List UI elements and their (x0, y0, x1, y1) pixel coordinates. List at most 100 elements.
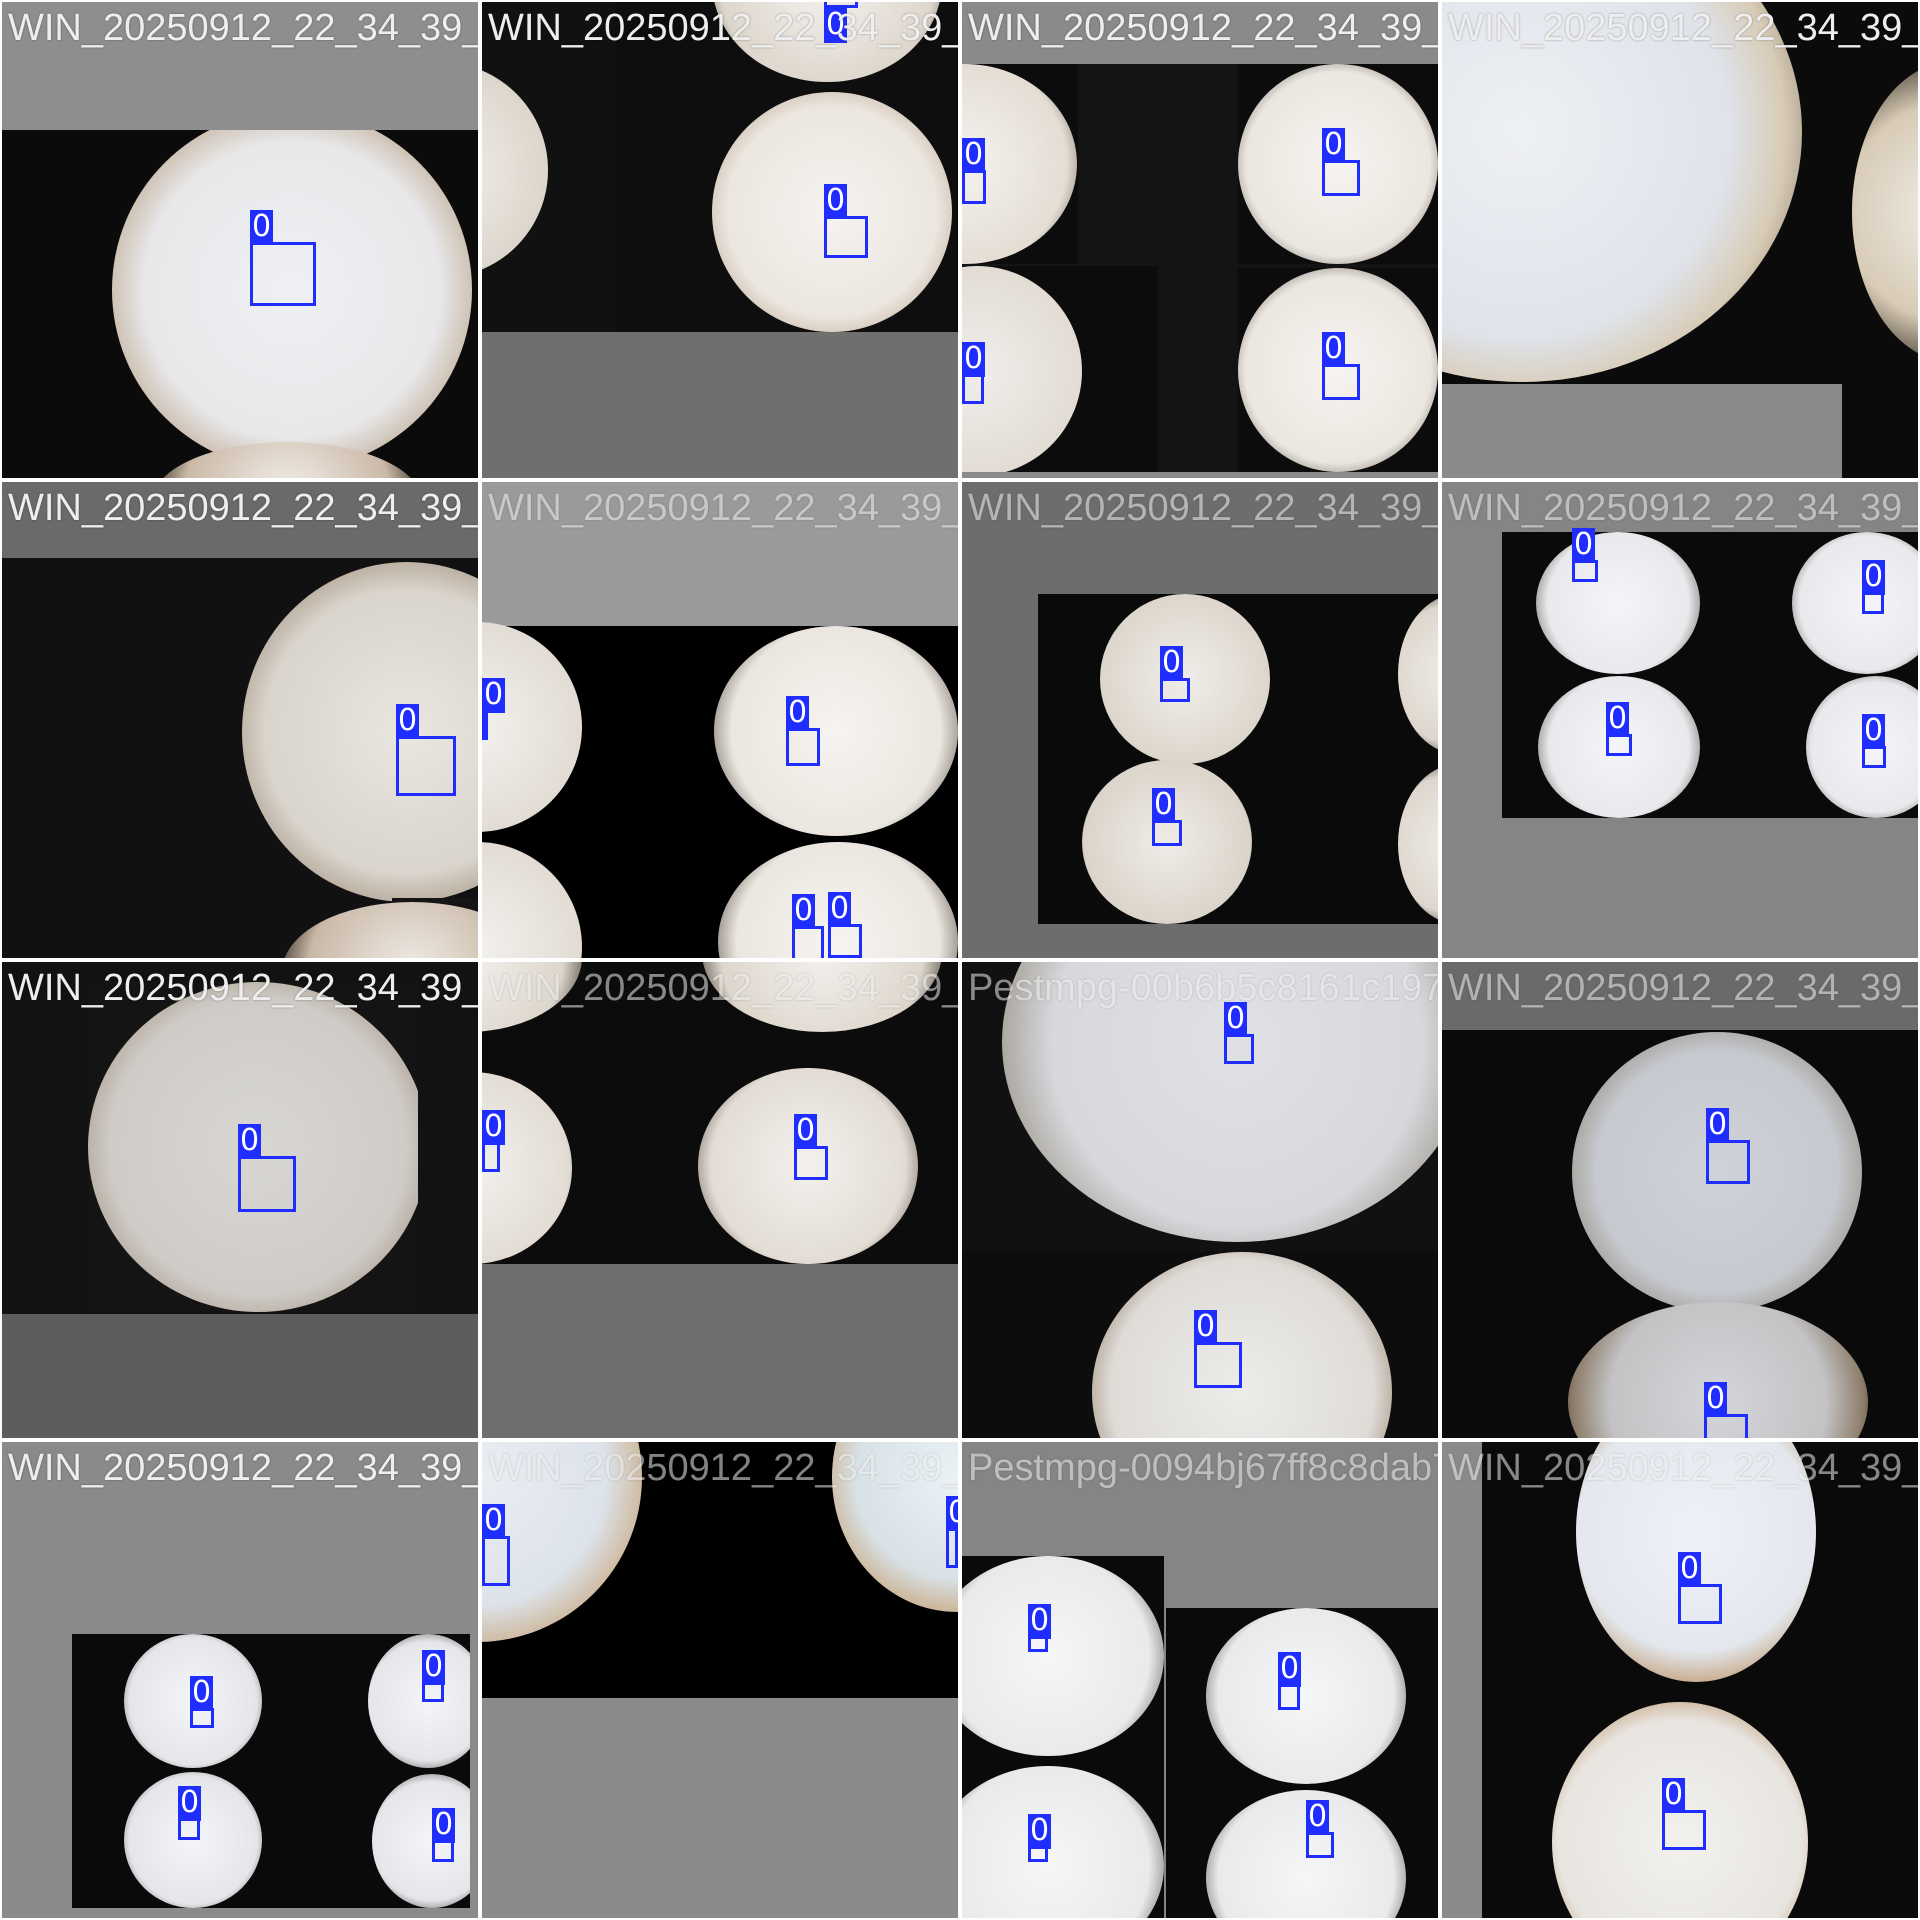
lens-disc (282, 902, 478, 958)
tile-caption: WIN_20250912_22_34_39_ (488, 487, 958, 529)
detection-box (1572, 560, 1598, 582)
detection-label: 0 (824, 7, 848, 43)
detection-label: 0 (482, 1503, 506, 1539)
detection-label: 0 (1704, 1381, 1728, 1417)
tile-image (962, 1252, 1438, 1438)
tile-caption: WIN_20250912_22_34_39_ (488, 967, 958, 1009)
detection-box (482, 1142, 500, 1172)
lens-disc (1442, 2, 1802, 382)
detection-label: 0 (1224, 1001, 1248, 1037)
tile-r3c2: 0 0 WIN_20250912_22_34_39_ (482, 962, 958, 1438)
detection-box (1194, 1342, 1242, 1388)
pad-region (2, 1314, 478, 1438)
tile-caption: WIN_20250912_22_34_39_ (1448, 7, 1918, 49)
tile-r2c2: 0 0 0 0 WIN_20250912_22_34_39_ (482, 482, 958, 958)
detection-label: 0 (1606, 701, 1630, 737)
lens-disc (1238, 64, 1438, 264)
detection-label: 0 (962, 341, 986, 377)
tile-image (2, 130, 478, 478)
pad-region (482, 332, 958, 478)
detection-label: 0 (396, 703, 420, 739)
tile-r3c1: 0 WIN_20250912_22_34_39_ (2, 962, 478, 1438)
tile-r3c3: 0 0 Pestmpg-00b6b5c8161c1973728352950862 (962, 962, 1438, 1438)
detection-box (1160, 678, 1190, 702)
tile-image (1238, 64, 1438, 264)
lens-disc (1538, 676, 1700, 818)
detection-box (824, 2, 858, 8)
detection-box (794, 1146, 828, 1180)
detection-box (1224, 1034, 1254, 1064)
detection-box (178, 1818, 200, 1840)
detection-box (432, 1840, 454, 1862)
pad-region (962, 2, 1438, 64)
detection-box (482, 710, 488, 740)
tile-image (1038, 594, 1438, 924)
detection-box (792, 926, 824, 958)
tile-r4c4: 0 0 WIN_20250912_22_34_39_ (1442, 1442, 1918, 1918)
tile-r2c4: 0 0 0 0 WIN_20250912_22_34_39_ (1442, 482, 1918, 958)
tile-caption: WIN_20250912_22_34_39_ (488, 7, 958, 49)
detection-box (824, 216, 868, 258)
detection-label: 0 (190, 1675, 214, 1711)
detection-box (1152, 820, 1182, 846)
detection-label: 0 (1028, 1603, 1052, 1639)
detection-label: 0 (1322, 331, 1346, 367)
detection-label: 0 (178, 1785, 202, 1821)
lens-disc (1082, 760, 1252, 924)
detection-box (1706, 1140, 1750, 1184)
tile-caption: WIN_20250912_22_34_39_ (488, 1447, 958, 1489)
pad-region (962, 472, 1438, 478)
tile-image (962, 1556, 1164, 1918)
detection-box (1306, 1832, 1334, 1858)
detection-box (786, 728, 820, 766)
lens-disc (1238, 268, 1438, 472)
detection-label: 0 (1160, 645, 1184, 681)
tile-image (72, 1634, 470, 1908)
pad-region (482, 1264, 958, 1438)
tile-caption: WIN_20250912_22_34_39_ (968, 487, 1438, 529)
detection-box (422, 1682, 444, 1702)
lens-disc (1398, 764, 1438, 924)
detection-box (396, 736, 456, 796)
tile-caption: WIN_20250912_22_34_39_ (8, 1447, 478, 1489)
detection-label: 0 (482, 677, 506, 713)
tile-caption: WIN_20250912_22_34_39_ (8, 7, 478, 49)
detection-box (1704, 1414, 1748, 1438)
tile-caption: WIN_20250912_22_34_39_ (968, 7, 1438, 49)
tile-r1c1: 0 WIN_20250912_22_34_39_ (2, 2, 478, 478)
tile-image (482, 1442, 958, 1698)
detection-label: 0 (1278, 1651, 1302, 1687)
detection-label: 0 (794, 1113, 818, 1149)
lens-disc (482, 62, 548, 278)
tile-image (482, 2, 616, 332)
detection-label: 0 (1194, 1309, 1218, 1345)
detection-label: 0 (1306, 1799, 1330, 1835)
detection-box (1862, 592, 1884, 614)
pad-region (1442, 384, 1842, 478)
tile-image (962, 64, 1078, 264)
pad-region (2, 482, 478, 558)
tile-image (962, 266, 1158, 476)
tile-r4c2: 0 0 WIN_20250912_22_34_39_ (482, 1442, 958, 1918)
tile-caption: Pestmpg-00b6b5c8161c1973728352950862 (968, 967, 1438, 1009)
detection-label: 0 (1662, 1777, 1686, 1813)
lens-disc (482, 622, 582, 832)
detection-label: 0 (824, 183, 848, 219)
lens-disc (1572, 1032, 1862, 1312)
tile-caption: WIN_20250912_22_34_39_ (1448, 967, 1918, 1009)
detection-box (1278, 1684, 1300, 1710)
tile-image (88, 982, 418, 1314)
detection-box (190, 1708, 214, 1728)
detection-box (238, 1156, 296, 1212)
detection-label: 0 (250, 209, 274, 245)
tile-caption: WIN_20250912_22_34_39_ (1448, 487, 1918, 529)
lens-disc (1092, 1252, 1392, 1438)
lens-disc (152, 442, 422, 478)
tile-image (1502, 532, 1918, 818)
lens-disc (698, 1068, 918, 1264)
pad-region (1442, 962, 1918, 1030)
detection-label: 0 (946, 1496, 958, 1531)
detection-label: 0 (828, 891, 852, 927)
lens-disc (962, 1556, 1164, 1756)
